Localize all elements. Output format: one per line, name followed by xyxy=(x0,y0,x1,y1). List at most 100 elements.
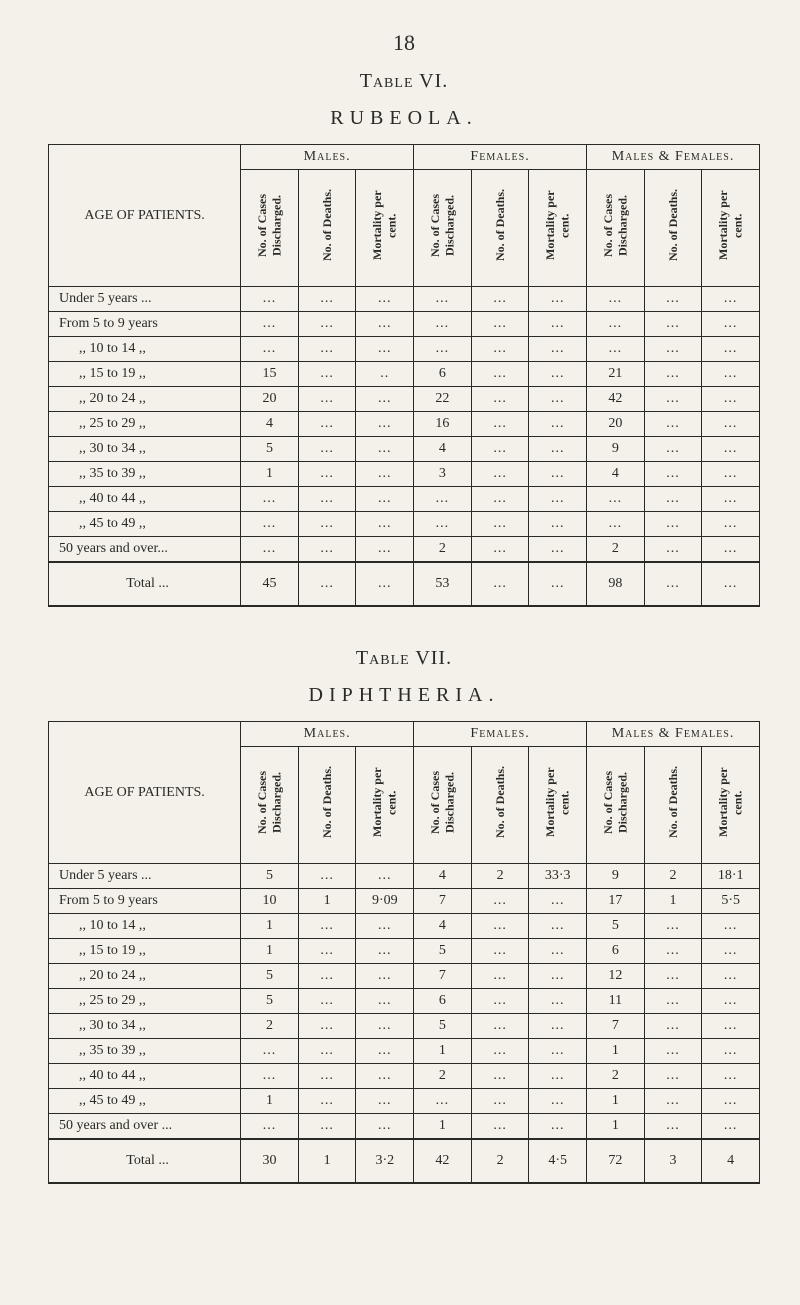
age-label: ,, 45 to 49 ,, xyxy=(49,512,241,537)
cell: ... xyxy=(471,562,529,606)
cell: ... xyxy=(356,1014,414,1039)
table-row: ,, 25 to 29 ,,4......16......20...... xyxy=(49,412,760,437)
cell: 98 xyxy=(587,562,645,606)
age-label: ,, 25 to 29 ,, xyxy=(49,412,241,437)
cell: ... xyxy=(702,1114,760,1140)
age-label: ,, 20 to 24 ,, xyxy=(49,964,241,989)
cell: ... xyxy=(356,512,414,537)
cell: ... xyxy=(702,1014,760,1039)
cell: ... xyxy=(702,462,760,487)
cell: 2 xyxy=(587,1064,645,1089)
cell: ... xyxy=(356,387,414,412)
cell: ... xyxy=(298,312,356,337)
age-label: ,, 25 to 29 ,, xyxy=(49,989,241,1014)
cell: ... xyxy=(702,1089,760,1114)
cell: 7 xyxy=(414,964,472,989)
cell: ... xyxy=(529,939,587,964)
cell: ... xyxy=(471,1039,529,1064)
age-label: Under 5 years ... xyxy=(49,864,241,889)
cell: 3 xyxy=(414,462,472,487)
col-header: No. of Cases Discharged. xyxy=(587,170,645,287)
table-row: ,, 40 to 44 ,,.........2......2...... xyxy=(49,1064,760,1089)
cell: 3·2 xyxy=(356,1139,414,1183)
cell: ... xyxy=(356,1089,414,1114)
cell: 1 xyxy=(241,939,299,964)
cell: ... xyxy=(471,914,529,939)
cell: ... xyxy=(644,1014,702,1039)
cell: ... xyxy=(356,312,414,337)
cell: 5 xyxy=(414,1014,472,1039)
col-header: No. of Deaths. xyxy=(298,747,356,864)
cell: 30 xyxy=(241,1139,299,1183)
cell: ... xyxy=(644,562,702,606)
total-row: Total ...3013·24224·57234 xyxy=(49,1139,760,1183)
cell: 2 xyxy=(644,864,702,889)
cell: 4 xyxy=(587,462,645,487)
cell: ... xyxy=(644,964,702,989)
cell: ... xyxy=(471,462,529,487)
cell: ... xyxy=(529,1064,587,1089)
cell: ... xyxy=(414,287,472,312)
age-label: ,, 40 to 44 ,, xyxy=(49,487,241,512)
cell: 1 xyxy=(587,1114,645,1140)
table-row: ,, 30 to 34 ,,5......4......9...... xyxy=(49,437,760,462)
cell: 42 xyxy=(587,387,645,412)
cell: 1 xyxy=(298,1139,356,1183)
cell: 2 xyxy=(414,1064,472,1089)
cell: 4 xyxy=(241,412,299,437)
cell: 6 xyxy=(414,989,472,1014)
cell: .. xyxy=(356,362,414,387)
table7-age-header: AGE OF PATIENTS. xyxy=(49,722,241,864)
page-number: 18 xyxy=(48,30,760,56)
cell: ... xyxy=(702,964,760,989)
cell: ... xyxy=(241,537,299,563)
cell: ... xyxy=(529,562,587,606)
cell: ... xyxy=(529,1089,587,1114)
age-label: ,, 30 to 34 ,, xyxy=(49,1014,241,1039)
total-label: Total ... xyxy=(49,562,241,606)
table-row: ,, 30 to 34 ,,2......5......7...... xyxy=(49,1014,760,1039)
cell: ... xyxy=(529,512,587,537)
cell: ... xyxy=(471,287,529,312)
age-label: ,, 45 to 49 ,, xyxy=(49,1089,241,1114)
cell: ... xyxy=(298,387,356,412)
table-row: From 5 to 9 years1019·097......1715·5 xyxy=(49,889,760,914)
age-label: ,, 10 to 14 ,, xyxy=(49,914,241,939)
col-header: Mortality per cent. xyxy=(529,170,587,287)
cell: ... xyxy=(644,1114,702,1140)
cell: 10 xyxy=(241,889,299,914)
cell: ... xyxy=(356,914,414,939)
table6-group-mf: Males & Females. xyxy=(587,145,760,170)
cell: 5 xyxy=(241,437,299,462)
cell: ... xyxy=(529,412,587,437)
cell: ... xyxy=(529,312,587,337)
table-row: ,, 20 to 24 ,,20......22......42...... xyxy=(49,387,760,412)
cell: ... xyxy=(644,989,702,1014)
cell: ... xyxy=(356,437,414,462)
cell: ... xyxy=(298,537,356,563)
cell: ... xyxy=(529,1114,587,1140)
cell: 22 xyxy=(414,387,472,412)
cell: ... xyxy=(702,312,760,337)
table7-group-males: Males. xyxy=(241,722,414,747)
table-row: Under 5 years ...5......4233·39218·1 xyxy=(49,864,760,889)
cell: ... xyxy=(644,312,702,337)
cell: 5·5 xyxy=(702,889,760,914)
cell: ... xyxy=(529,287,587,312)
cell: 1 xyxy=(414,1114,472,1140)
table-row: ,, 25 to 29 ,,5......6......11...... xyxy=(49,989,760,1014)
table6-title: Table VI. xyxy=(48,70,760,93)
age-label: 50 years and over... xyxy=(49,537,241,563)
cell: ... xyxy=(529,1039,587,1064)
cell: ... xyxy=(702,939,760,964)
cell: ... xyxy=(356,287,414,312)
cell: ... xyxy=(414,487,472,512)
cell: 9 xyxy=(587,864,645,889)
cell: 1 xyxy=(298,889,356,914)
cell: ... xyxy=(644,462,702,487)
cell: 2 xyxy=(587,537,645,563)
cell: 20 xyxy=(587,412,645,437)
cell: ... xyxy=(471,989,529,1014)
cell: ... xyxy=(644,437,702,462)
age-label: ,, 30 to 34 ,, xyxy=(49,437,241,462)
